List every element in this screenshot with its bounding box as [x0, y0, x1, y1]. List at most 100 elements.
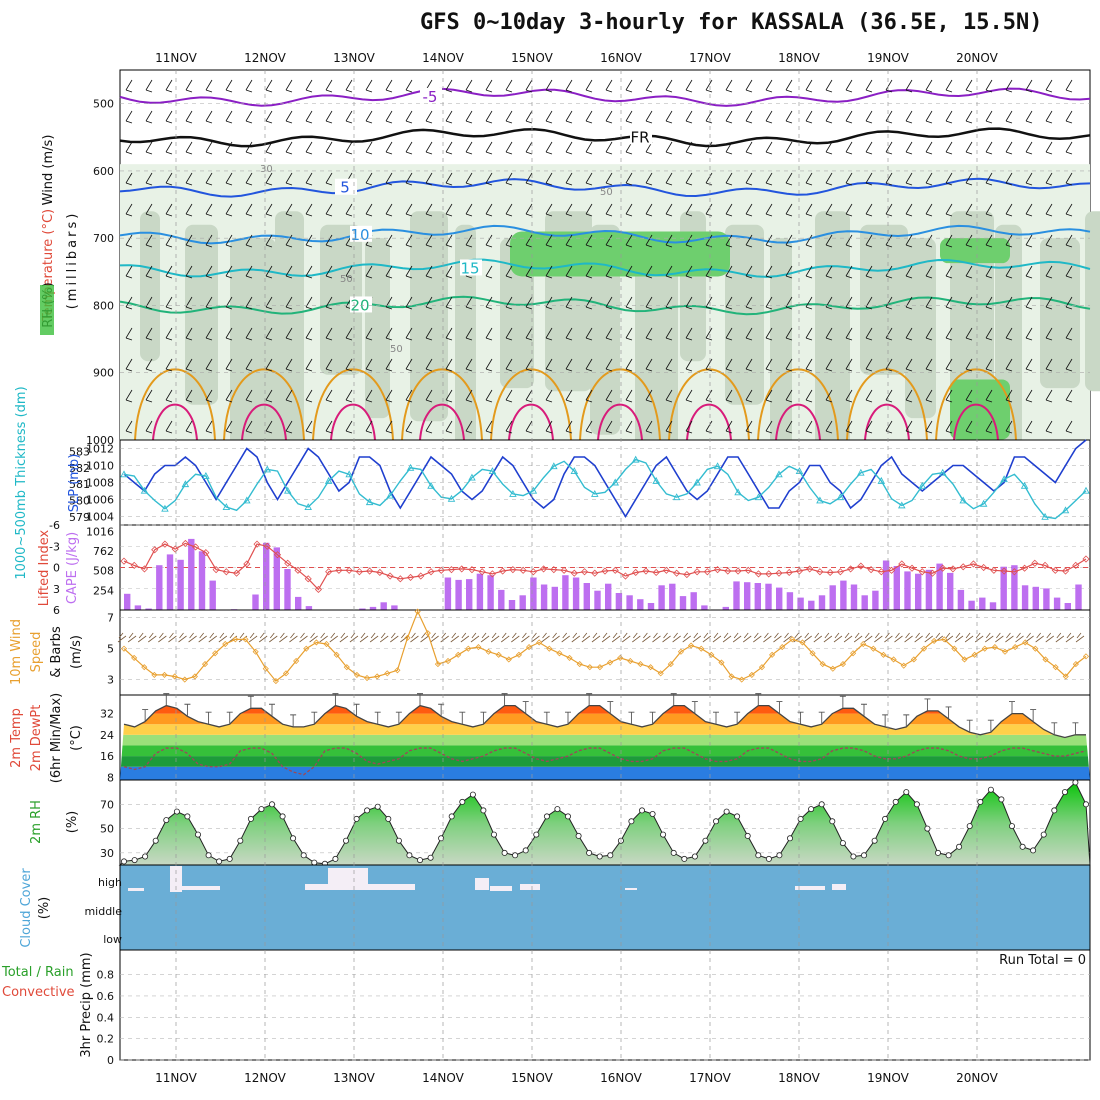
wind10m-speed-point — [353, 671, 360, 678]
cape-bar — [872, 590, 879, 610]
rh-point — [121, 858, 128, 865]
wind-barb — [945, 203, 953, 217]
wind10m-speed-point — [981, 645, 988, 652]
thickness-point — [959, 496, 967, 504]
cape-bar — [658, 585, 665, 610]
wind-barb — [605, 110, 613, 124]
wind-barb — [605, 389, 613, 403]
lifted-index-point — [1082, 555, 1090, 563]
wind-barb — [225, 203, 233, 217]
wind-barb — [985, 327, 993, 341]
wind10m-barb — [652, 632, 661, 643]
cloud-high-block — [625, 888, 637, 890]
lifted-index-point — [969, 560, 977, 568]
wind10m-barb — [248, 632, 258, 643]
wind10m-speed-point — [789, 636, 796, 643]
temp-minmax-bar — [417, 693, 423, 706]
temp-ylabel-2: 2m DewPt — [29, 705, 44, 772]
wind-barb — [265, 389, 273, 403]
wind10m-barb — [561, 632, 570, 643]
wind-barb — [925, 110, 933, 124]
wind-barb — [485, 265, 493, 279]
wind-barb — [1005, 296, 1013, 310]
isotherm-label-bg — [630, 128, 652, 145]
rh-point — [184, 813, 191, 820]
wind10m-speed-point — [627, 657, 634, 665]
wind10m-barb — [783, 632, 792, 643]
cape-bar — [562, 575, 569, 610]
wind-barb — [765, 110, 773, 124]
wind-barb — [945, 358, 953, 372]
wind10m-barb — [843, 632, 853, 643]
wind-barb — [485, 110, 493, 124]
rh-point — [459, 798, 466, 805]
wind10m-speed-point — [738, 676, 745, 683]
lifted-index-point — [120, 557, 128, 565]
wind-barb — [685, 327, 693, 341]
lifted-index-point — [417, 572, 425, 580]
rh-contour-label: 50 — [600, 187, 613, 198]
rh-contour-label: 50 — [390, 344, 403, 355]
cape-ylabel: CAPE (J/kg) — [65, 532, 80, 604]
wind-barb — [985, 358, 993, 372]
lifted-index-point — [908, 564, 916, 572]
cape-bar — [1043, 588, 1050, 610]
wind-barb — [905, 234, 913, 248]
wind-barb — [385, 389, 393, 403]
wind-barb — [145, 327, 153, 341]
wind-barb — [845, 141, 853, 155]
cape-bar — [177, 559, 184, 610]
wind10m-barb — [581, 632, 591, 643]
instability-panel: 1016 762 508 254 -6 -3 0 3 6 Lifted Index CAPE (… — [37, 519, 1091, 617]
wind10m-speed-point — [606, 659, 614, 666]
wind-barb — [725, 234, 733, 248]
temp-minmax-bar — [755, 693, 762, 706]
wind-barb — [325, 358, 333, 372]
wind-barb — [965, 141, 973, 155]
wind-barb — [585, 389, 593, 403]
wind10m-barb — [682, 632, 691, 643]
wind-barb — [325, 327, 333, 341]
wind-barb — [245, 203, 253, 217]
thickness-point — [857, 468, 865, 476]
wind10m-speed-point — [141, 664, 148, 671]
wind10m-barb — [379, 632, 389, 643]
wind10m-barb — [470, 632, 480, 643]
thickness-point — [243, 496, 251, 504]
wind-barb — [285, 141, 293, 155]
wind-barb — [405, 79, 413, 93]
wind-barb — [625, 172, 633, 186]
wind-tick: 3 — [107, 674, 114, 687]
wind10m-speed-point — [708, 651, 715, 658]
temp-minmax-bar — [522, 701, 529, 714]
rh-point — [607, 852, 614, 859]
wind-barb — [945, 79, 953, 93]
wind-barb — [585, 265, 593, 279]
wind10m-speed-point — [920, 645, 928, 652]
rh-point — [427, 854, 434, 861]
wind-barb — [385, 327, 393, 341]
thickness-tick: 580 — [69, 494, 90, 507]
lifted-index-point — [621, 572, 630, 580]
wind10m-barb — [117, 632, 127, 643]
wind10m-ylabel-2: Speed — [29, 632, 44, 673]
wind-barb — [925, 141, 933, 155]
humidity-panel: 70 50 30 2m RH (%) — [29, 779, 1091, 867]
lifted-index-point — [233, 569, 241, 577]
wind-barb — [185, 203, 193, 217]
wind10m-barb — [168, 632, 177, 643]
wind10m-speed-point — [799, 639, 806, 646]
wind-tick: 5 — [107, 643, 114, 656]
rh-blob — [950, 211, 994, 422]
wind-barb — [485, 79, 493, 93]
wind10m-barb — [208, 632, 217, 643]
lifted-index-point — [724, 567, 732, 575]
wind-barb — [205, 110, 213, 124]
wind-barb — [145, 141, 153, 155]
wind-barb — [805, 234, 813, 248]
date-label-bottom: 14NOV — [422, 1071, 464, 1085]
wind10m-barb — [833, 632, 843, 643]
wind-barb — [1005, 327, 1013, 341]
wind-barb — [505, 172, 513, 186]
lifted-index-point — [744, 566, 752, 574]
